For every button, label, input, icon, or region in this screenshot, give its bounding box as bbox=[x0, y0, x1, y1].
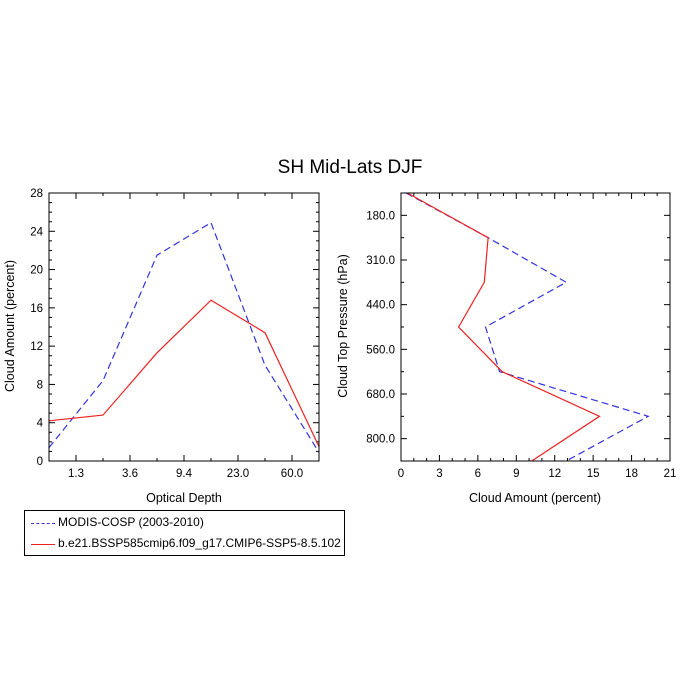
legend: MODIS-COSP (2003-2010) b.e21.BSSP585cmip… bbox=[24, 510, 345, 556]
left-x-tick-label: 1.3 bbox=[68, 468, 84, 480]
right-x-tick-label: 3 bbox=[436, 468, 442, 480]
pressure-panel: Cloud Amount (percent) Cloud Top Pressur… bbox=[336, 192, 677, 505]
left-y-tick-label: 0 bbox=[37, 456, 43, 468]
legend-entry-modis: MODIS-COSP (2003-2010) bbox=[25, 513, 344, 533]
left-x-tick-label: 23.0 bbox=[227, 468, 249, 480]
left-y-tick-label: 20 bbox=[30, 265, 43, 277]
left-y-tick-label: 4 bbox=[37, 418, 44, 430]
left-series-line-0 bbox=[48, 221, 320, 453]
left-y-tick-label: 16 bbox=[30, 303, 43, 315]
left-plot-frame bbox=[48, 192, 320, 462]
right-y-tick-label: 180.0 bbox=[366, 210, 395, 222]
left-x-axis-label: Optical Depth bbox=[146, 491, 222, 505]
right-x-tick-label: 15 bbox=[587, 468, 600, 480]
right-y-tick-label: 680.0 bbox=[366, 389, 395, 401]
right-plot-frame bbox=[400, 192, 671, 462]
legend-swatch-modis bbox=[31, 523, 55, 524]
right-y-tick-label: 440.0 bbox=[366, 300, 395, 312]
left-x-tick-label: 60.0 bbox=[281, 468, 303, 480]
right-y-axis-label: Cloud Top Pressure (hPa) bbox=[336, 254, 350, 398]
right-y-tick-label: 560.0 bbox=[366, 344, 395, 356]
right-y-tick-label: 310.0 bbox=[366, 255, 395, 267]
legend-label-model: b.e21.BSSP585cmip6.f09_g17.CMIP6-SSP5-8.… bbox=[58, 536, 341, 550]
right-x-tick-label: 0 bbox=[398, 468, 404, 480]
right-x-tick-label: 12 bbox=[548, 468, 561, 480]
right-x-tick-label: 18 bbox=[625, 468, 638, 480]
left-y-tick-label: 28 bbox=[30, 188, 43, 200]
right-x-axis-label: Cloud Amount (percent) bbox=[469, 491, 601, 505]
right-x-tick-label: 6 bbox=[475, 468, 481, 480]
figure-title: SH Mid-Lats DJF bbox=[278, 157, 423, 178]
right-series-line-0 bbox=[405, 192, 650, 462]
right-x-tick-label: 21 bbox=[664, 468, 677, 480]
legend-entry-model: b.e21.BSSP585cmip6.f09_g17.CMIP6-SSP5-8.… bbox=[25, 534, 344, 554]
left-x-tick-label: 3.6 bbox=[122, 468, 138, 480]
optical-depth-panel: Optical Depth Cloud Amount (percent) 0 4 8… bbox=[3, 188, 320, 505]
left-y-tick-label: 24 bbox=[30, 226, 43, 238]
right-y-tick-label: 800.0 bbox=[366, 434, 395, 446]
legend-label-modis: MODIS-COSP (2003-2010) bbox=[58, 515, 204, 529]
legend-swatch-model bbox=[31, 544, 55, 545]
left-y-tick-label: 12 bbox=[30, 341, 43, 353]
left-series-line-1 bbox=[48, 299, 320, 447]
left-y-tick-label: 8 bbox=[37, 379, 43, 391]
right-series-line-1 bbox=[407, 192, 601, 462]
right-x-tick-label: 9 bbox=[513, 468, 519, 480]
left-x-tick-label: 9.4 bbox=[176, 468, 193, 480]
left-y-axis-label: Cloud Amount (percent) bbox=[3, 260, 17, 392]
